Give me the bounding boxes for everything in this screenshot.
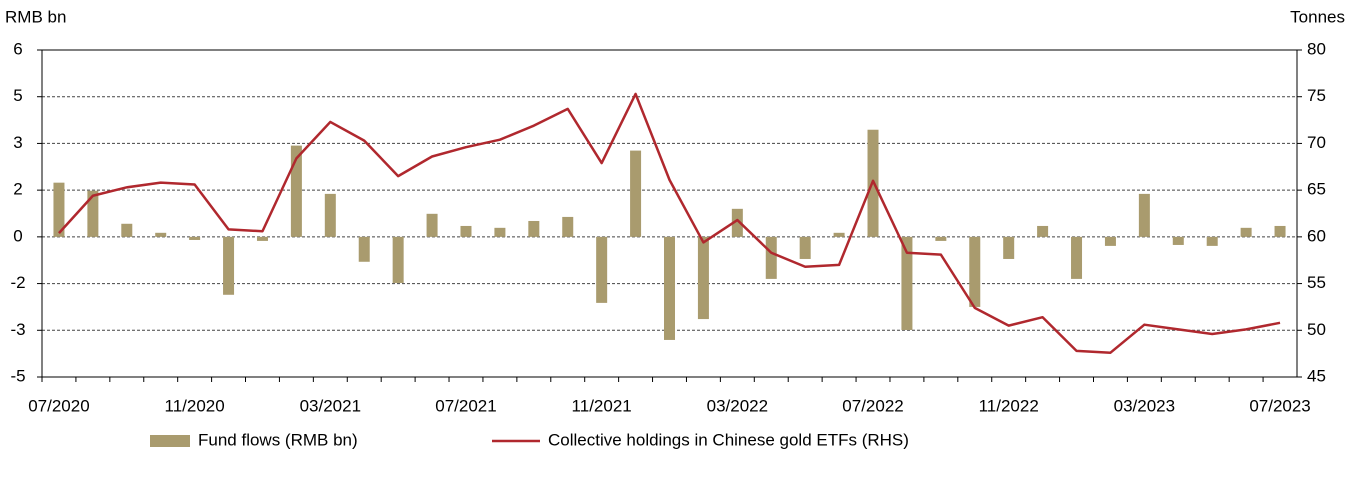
bar — [1037, 225, 1049, 237]
y2-tick-label: 70 — [1307, 133, 1326, 152]
x-tick-label: 11/2020 — [165, 396, 225, 415]
bar — [765, 236, 777, 279]
x-tick-label: 07/2021 — [435, 396, 496, 415]
bar — [290, 145, 302, 237]
bar — [1138, 193, 1150, 237]
bar — [155, 232, 167, 237]
bar — [1071, 236, 1083, 279]
bar — [935, 236, 947, 241]
y2-tick-label: 45 — [1307, 366, 1326, 385]
bar — [799, 236, 811, 259]
line — [58, 92, 1281, 354]
y-tick-label: -3 — [10, 320, 25, 339]
x-tick-label: 03/2022 — [707, 396, 768, 415]
x-tick-label: 07/2022 — [842, 396, 903, 415]
bar — [1240, 227, 1252, 237]
bar — [358, 236, 370, 262]
x-tick-label: 03/2021 — [300, 396, 361, 415]
x-tick-label: 03/2023 — [1114, 396, 1175, 415]
bar — [528, 220, 540, 237]
bar — [392, 236, 404, 283]
bar — [53, 182, 65, 237]
y2-tick-label: 50 — [1307, 320, 1326, 339]
bar — [460, 225, 472, 237]
bar — [1206, 236, 1218, 246]
legend-label: Collective holdings in Chinese gold ETFs… — [548, 430, 909, 449]
bar — [630, 150, 642, 237]
y2-tick-label: 80 — [1307, 39, 1326, 58]
bar — [324, 193, 336, 237]
y2-tick-label: 75 — [1307, 86, 1326, 105]
bar — [189, 236, 201, 240]
x-tick-label: 07/2020 — [28, 396, 89, 415]
legend-swatch — [150, 435, 190, 447]
bar — [426, 213, 438, 237]
bar — [596, 236, 608, 303]
y-tick-label: -5 — [10, 366, 25, 385]
bar — [1274, 225, 1286, 237]
y-tick-label: 6 — [13, 39, 22, 58]
bar — [121, 223, 133, 237]
bar — [697, 236, 709, 320]
bar — [562, 216, 574, 237]
y-tick-label: 0 — [13, 226, 22, 245]
bar — [223, 236, 235, 295]
y-tick-label: 2 — [13, 180, 22, 199]
y-axis-title: RMB bn — [5, 7, 66, 26]
bar — [1172, 236, 1184, 245]
bar — [833, 232, 845, 237]
x-tick-label: 07/2023 — [1249, 396, 1310, 415]
bar — [1003, 236, 1015, 259]
y2-tick-label: 55 — [1307, 273, 1326, 292]
bar — [256, 236, 268, 241]
bar — [87, 190, 99, 237]
plot-frame — [41, 49, 1298, 378]
bar — [901, 236, 913, 330]
bar — [664, 236, 675, 340]
legend-label: Fund flows (RMB bn) — [198, 430, 358, 449]
y-tick-label: 5 — [13, 86, 22, 105]
y2-axis-title: Tonnes — [1290, 7, 1345, 26]
x-tick-label: 11/2022 — [979, 396, 1039, 415]
y-tick-label: -2 — [10, 273, 25, 292]
bar — [1104, 236, 1116, 246]
bar — [731, 208, 743, 237]
y2-tick-label: 65 — [1307, 180, 1326, 199]
bar — [494, 227, 506, 237]
y-tick-label: 3 — [13, 133, 22, 152]
y2-tick-label: 60 — [1307, 226, 1326, 245]
bar — [969, 236, 981, 307]
x-tick-label: 11/2021 — [572, 396, 632, 415]
